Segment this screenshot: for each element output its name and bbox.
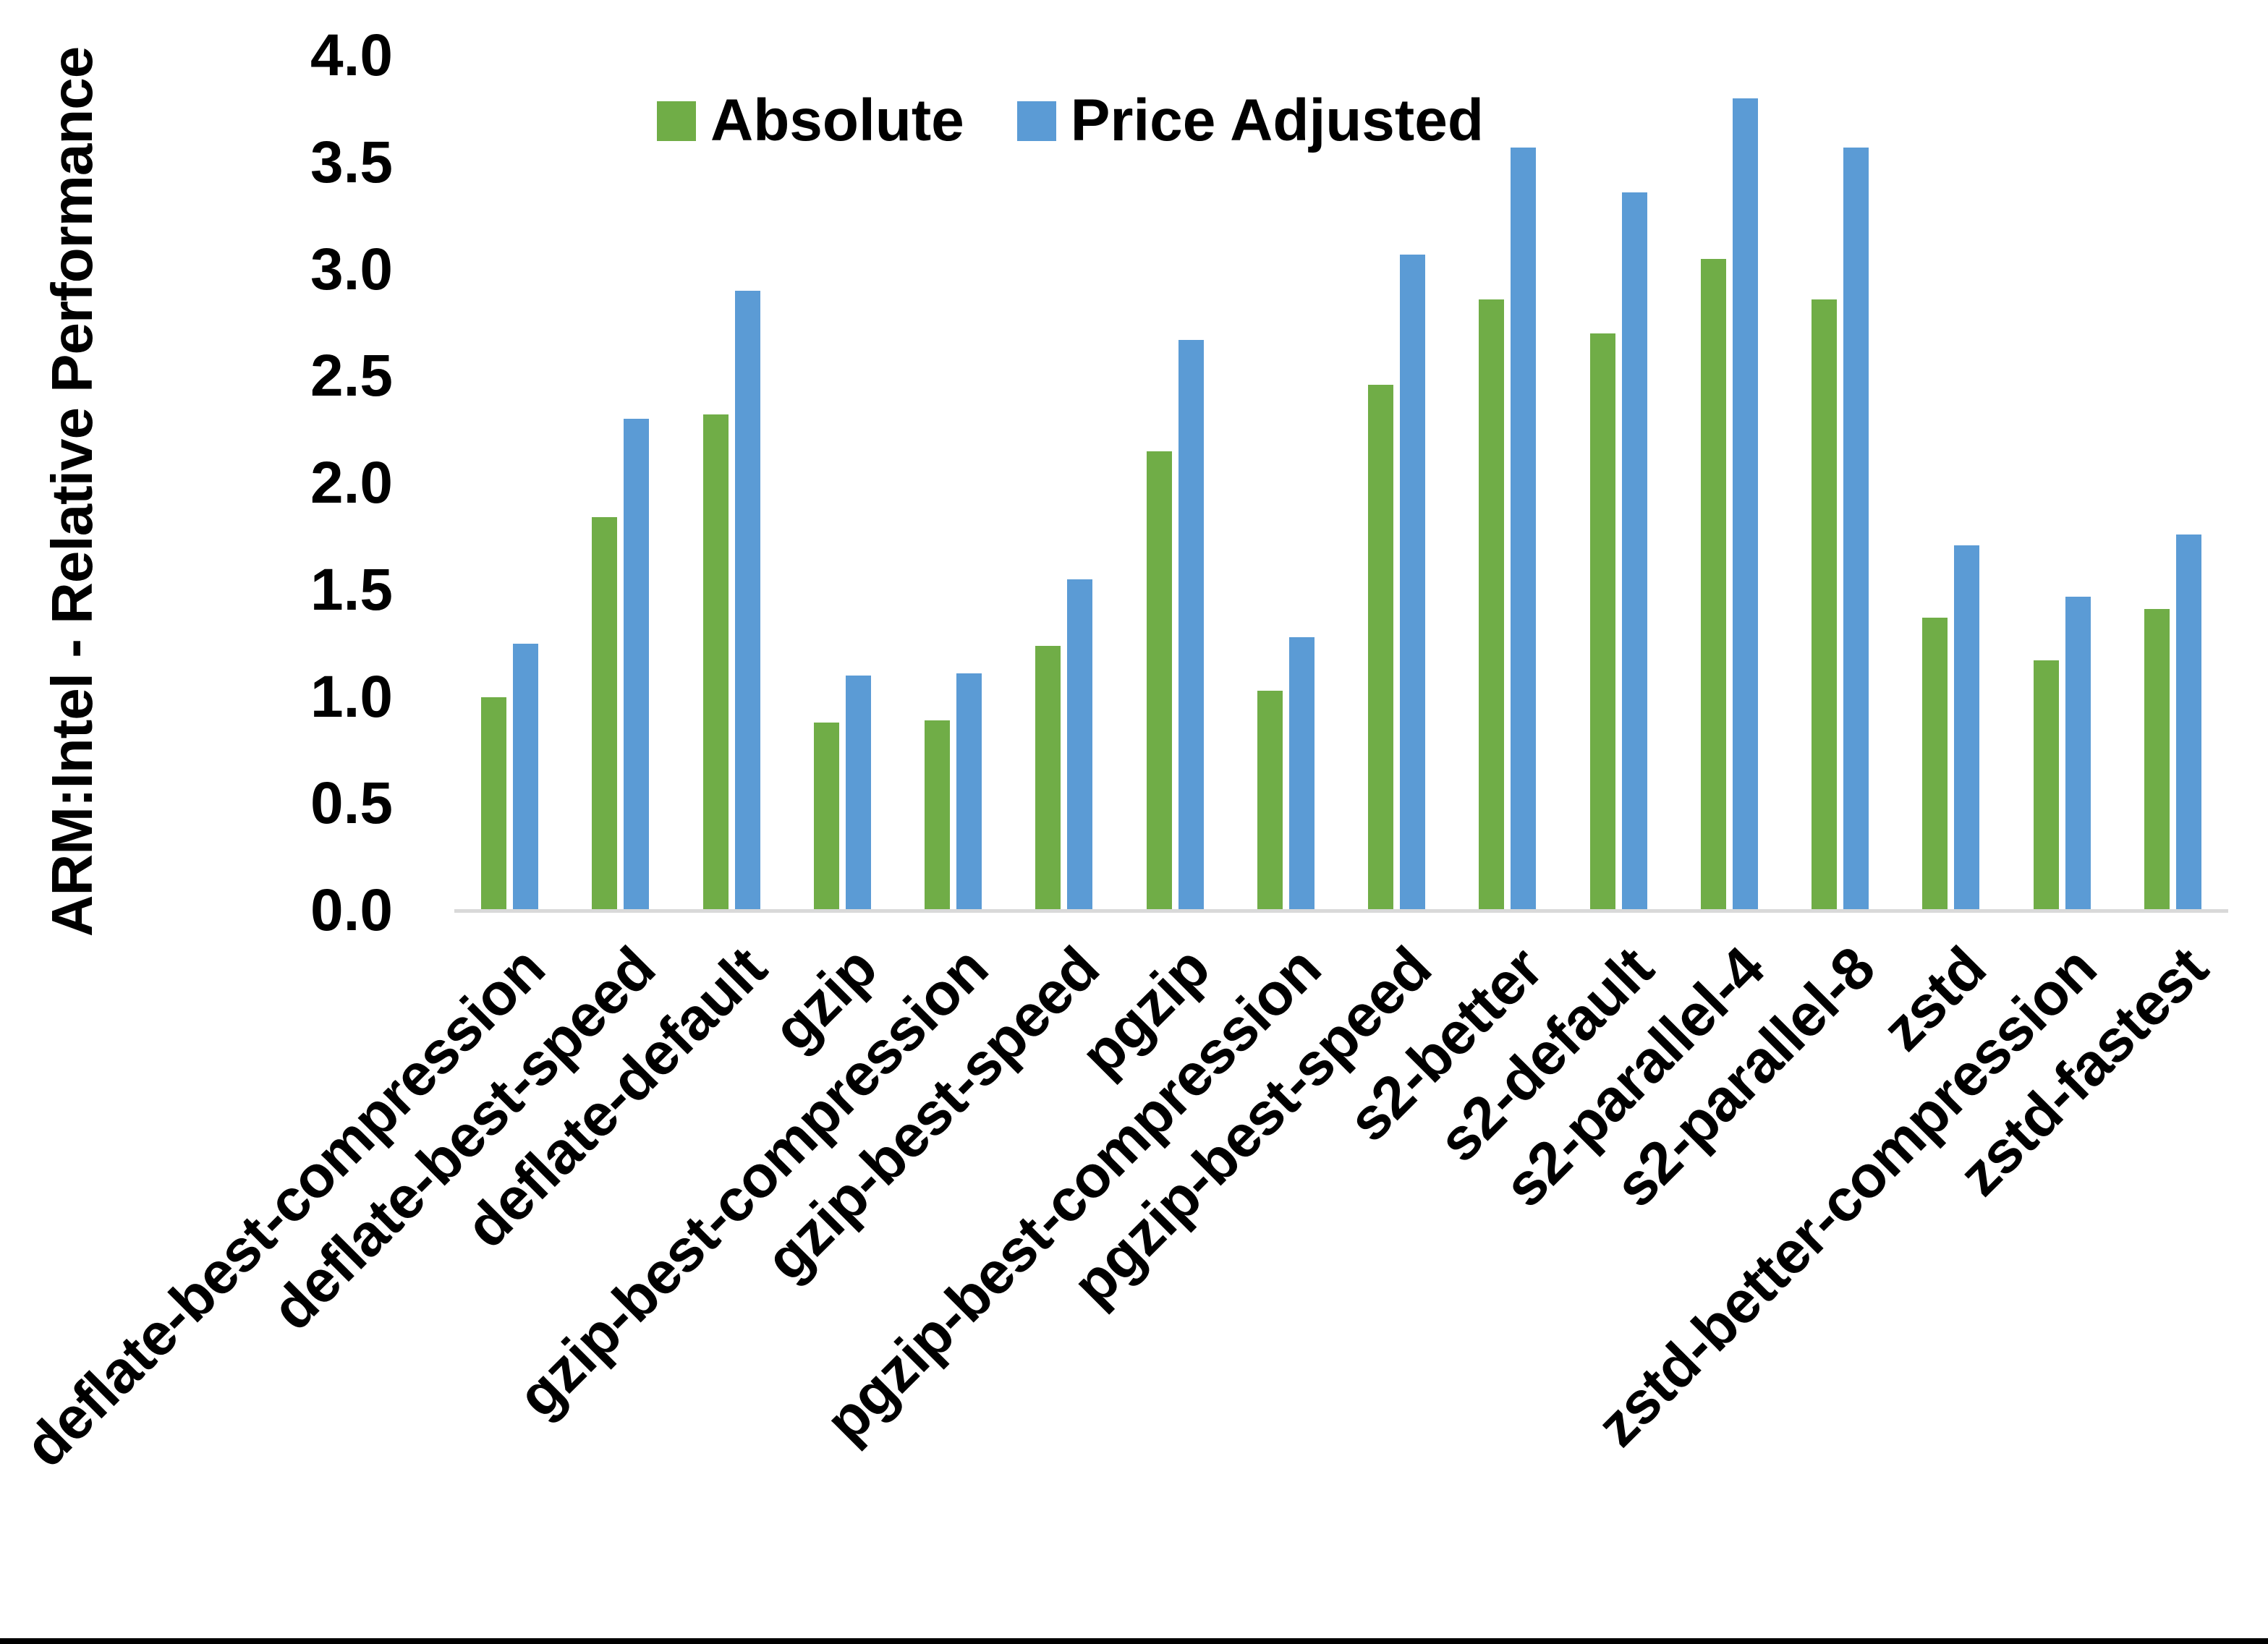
y-tick-label: 4.0 [310, 22, 393, 88]
bar-price-adjusted [1178, 340, 1204, 911]
legend-label-absolute: Absolute [710, 88, 964, 153]
bar-price-adjusted [845, 675, 871, 911]
bar-absolute [2033, 660, 2059, 911]
bar-price-adjusted [513, 643, 539, 911]
bar-price-adjusted [1732, 98, 1758, 911]
x-axis-line [454, 909, 2228, 913]
legend-label-price-adjusted: Price Adjusted [1070, 88, 1484, 153]
legend-item-price-adjusted: Price Adjusted [1016, 87, 1484, 155]
y-tick-label: 3.5 [310, 129, 393, 195]
bar-absolute [1700, 258, 1726, 911]
bar-absolute [592, 517, 618, 911]
bar-absolute [1479, 299, 1505, 911]
bar-absolute [702, 414, 729, 911]
bar-price-adjusted [1843, 148, 1869, 911]
bar-absolute [1812, 299, 1838, 911]
bar-price-adjusted [1511, 148, 1537, 911]
bar-absolute [813, 722, 839, 911]
bar-price-adjusted [1067, 579, 1093, 911]
legend-item-absolute: Absolute [657, 87, 964, 155]
legend-swatch-absolute [657, 101, 696, 141]
y-tick-label: 2.5 [310, 343, 393, 409]
bar-price-adjusted [2065, 596, 2091, 911]
bar-price-adjusted [1621, 192, 1647, 911]
bar-price-adjusted [1400, 254, 1426, 911]
y-tick-label: 0.5 [310, 770, 393, 837]
bar-absolute [1922, 618, 1948, 911]
bar-price-adjusted [1954, 545, 1980, 911]
bar-absolute [1257, 690, 1283, 911]
bar-absolute [1146, 451, 1172, 911]
y-tick-label: 3.0 [310, 236, 393, 302]
bar-absolute [1368, 385, 1394, 911]
plot-area [454, 56, 2228, 911]
y-tick-label: 1.5 [310, 556, 393, 623]
bar-price-adjusted [734, 291, 760, 911]
y-tick-label: 0.0 [310, 877, 393, 943]
legend: Absolute Price Adjusted [657, 87, 1484, 155]
bottom-border [0, 1638, 2268, 1644]
y-axis-title: ARM:Intel - Relative Performance [40, 46, 104, 937]
bar-absolute [481, 697, 507, 911]
bar-absolute [2144, 609, 2170, 911]
y-tick-label: 2.0 [310, 450, 393, 516]
bar-absolute [925, 720, 951, 911]
y-tick-label: 1.0 [310, 663, 393, 730]
bar-price-adjusted [956, 673, 982, 911]
bar-absolute [1035, 645, 1061, 911]
bar-price-adjusted [624, 419, 650, 911]
legend-swatch-price-adjusted [1016, 101, 1056, 141]
bar-absolute [1589, 333, 1615, 911]
bar-price-adjusted [1288, 636, 1314, 911]
bar-price-adjusted [2175, 534, 2201, 911]
